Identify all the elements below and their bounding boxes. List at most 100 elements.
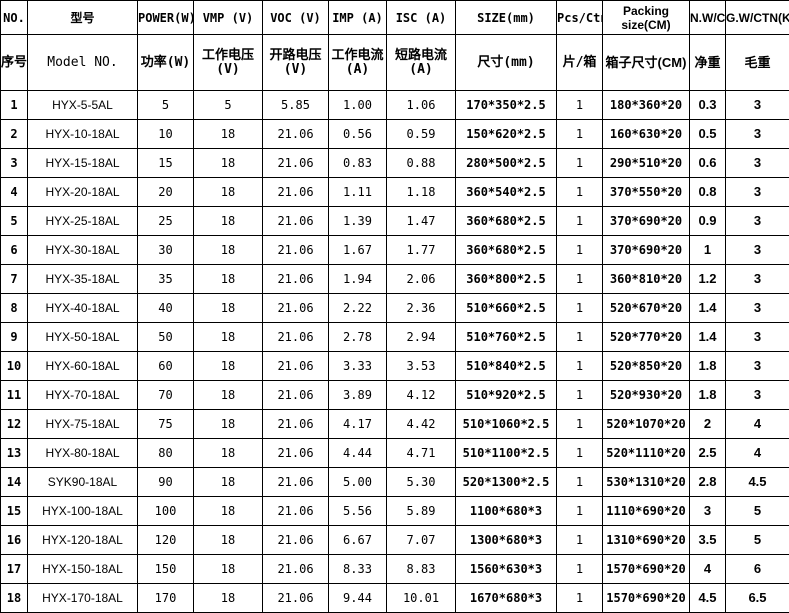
cell-no: 8 [1,294,28,323]
cell-vmp: 18 [194,497,263,526]
header-no: 序号 [1,35,28,91]
cell-size: 360*680*2.5 [456,236,557,265]
cell-gross-weight: 3 [726,120,789,149]
header-gross-weight: 毛重 [726,35,789,91]
cell-voc: 5.85 [263,91,329,120]
cell-isc: 5.30 [387,468,456,497]
cell-packing-size: 180*360*20 [603,91,690,120]
cell-model: HYX-30-18AL [28,236,138,265]
cell-isc: 2.94 [387,323,456,352]
cell-model: HYX-15-18AL [28,149,138,178]
cell-net-weight: 0.9 [690,207,726,236]
cell-net-weight: 1.4 [690,323,726,352]
cell-packing-size: 1570*690*20 [603,555,690,584]
cell-gross-weight: 5 [726,497,789,526]
cell-isc: 1.77 [387,236,456,265]
cell-isc: 5.89 [387,497,456,526]
cell-packing-size: 370*690*20 [603,236,690,265]
cell-net-weight: 2.8 [690,468,726,497]
cell-vmp: 18 [194,323,263,352]
cell-imp: 6.67 [329,526,387,555]
cell-size: 510*660*2.5 [456,294,557,323]
cell-imp: 2.22 [329,294,387,323]
cell-vmp: 18 [194,526,263,555]
cell-imp: 1.11 [329,178,387,207]
cell-size: 1670*680*3 [456,584,557,613]
cell-power: 5 [138,91,194,120]
cell-pcs-per-carton: 1 [557,352,603,381]
cell-net-weight: 0.8 [690,178,726,207]
cell-pcs-per-carton: 1 [557,178,603,207]
cell-no: 17 [1,555,28,584]
cell-packing-size: 1110*690*20 [603,497,690,526]
cell-size: 510*760*2.5 [456,323,557,352]
cell-voc: 21.06 [263,410,329,439]
cell-size: 1560*630*3 [456,555,557,584]
cell-pcs-per-carton: 1 [557,468,603,497]
cell-size: 170*350*2.5 [456,91,557,120]
cell-isc: 1.47 [387,207,456,236]
cell-power: 80 [138,439,194,468]
cell-packing-size: 290*510*20 [603,149,690,178]
header-pcs-per-carton: Pcs/Ctn [557,1,603,35]
cell-model: HYX-150-18AL [28,555,138,584]
cell-pcs-per-carton: 1 [557,323,603,352]
cell-net-weight: 1.4 [690,294,726,323]
cell-no: 16 [1,526,28,555]
header-power: 功率(W) [138,35,194,91]
cell-isc: 1.06 [387,91,456,120]
cell-vmp: 18 [194,352,263,381]
cell-gross-weight: 4.5 [726,468,789,497]
cell-power: 25 [138,207,194,236]
cell-size: 510*1060*2.5 [456,410,557,439]
cell-gross-weight: 3 [726,381,789,410]
cell-pcs-per-carton: 1 [557,207,603,236]
header-voc: VOC (V) [263,1,329,35]
cell-model: HYX-120-18AL [28,526,138,555]
cell-vmp: 18 [194,120,263,149]
cell-size: 360*800*2.5 [456,265,557,294]
cell-vmp: 18 [194,555,263,584]
cell-model: HYX-75-18AL [28,410,138,439]
header-model: Model NO. [28,35,138,91]
cell-net-weight: 1.8 [690,381,726,410]
header-pcs-per-carton: 片/箱 [557,35,603,91]
cell-power: 50 [138,323,194,352]
cell-size: 1300*680*3 [456,526,557,555]
cell-pcs-per-carton: 1 [557,91,603,120]
cell-voc: 21.06 [263,178,329,207]
header-isc: ISC (A) [387,1,456,35]
cell-gross-weight: 3 [726,149,789,178]
cell-net-weight: 0.5 [690,120,726,149]
cell-power: 70 [138,381,194,410]
cell-isc: 4.12 [387,381,456,410]
header-no: NO. [1,1,28,35]
cell-no: 10 [1,352,28,381]
cell-packing-size: 360*810*20 [603,265,690,294]
cell-voc: 21.06 [263,265,329,294]
cell-voc: 21.06 [263,352,329,381]
cell-pcs-per-carton: 1 [557,381,603,410]
cell-voc: 21.06 [263,381,329,410]
cell-no: 18 [1,584,28,613]
cell-power: 40 [138,294,194,323]
cell-power: 60 [138,352,194,381]
header-isc: 短路电流(A) [387,35,456,91]
cell-imp: 1.94 [329,265,387,294]
cell-pcs-per-carton: 1 [557,410,603,439]
cell-no: 9 [1,323,28,352]
cell-power: 120 [138,526,194,555]
cell-model: HYX-35-18AL [28,265,138,294]
cell-net-weight: 0.3 [690,91,726,120]
cell-gross-weight: 3 [726,323,789,352]
cell-no: 11 [1,381,28,410]
cell-imp: 3.33 [329,352,387,381]
cell-gross-weight: 3 [726,265,789,294]
cell-power: 15 [138,149,194,178]
